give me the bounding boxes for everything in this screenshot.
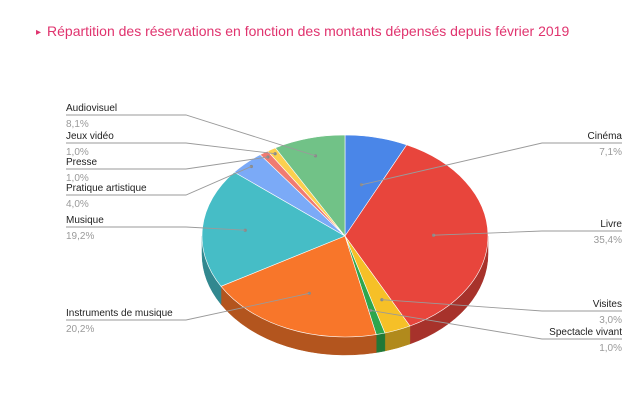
slice-value: 1,0%: [66, 147, 89, 158]
slice-label: Livre: [600, 219, 622, 230]
label-instruments-de-musique: Instruments de musique 20,2%: [66, 291, 311, 335]
slice-value: 1,0%: [599, 343, 622, 354]
leader-line: [66, 156, 269, 170]
label-musique: Musique 19,2%: [66, 215, 247, 242]
label-pratique-artistique: Pratique artistique 4,0%: [66, 164, 253, 210]
slice-audiovisuel: [274, 134, 346, 237]
slice-value: 35,4%: [594, 235, 622, 246]
slice-value: 3,0%: [599, 315, 622, 326]
leader-line: [381, 299, 622, 312]
slice-value: 20,2%: [66, 324, 94, 335]
slice-label: Spectacle vivant: [549, 327, 622, 338]
label-cinema: Cinéma 7,1%: [359, 131, 623, 187]
leader-line: [66, 166, 252, 196]
slice-label: Presse: [66, 157, 98, 168]
slice-label: Cinéma: [588, 131, 623, 142]
leader-line: [370, 309, 622, 340]
slice-label: Visites: [593, 299, 622, 310]
pie-top: [201, 134, 489, 338]
leader-line: [66, 142, 276, 155]
label-audiovisuel: Audiovisuel 8,1%: [66, 103, 318, 158]
slice-label: Musique: [66, 215, 104, 226]
side-spectacle-vivant: [375, 332, 386, 353]
label-presse: Presse 1,0%: [66, 155, 270, 184]
chart-title-text: Répartition des réservations en fonction…: [47, 23, 570, 39]
leader-line: [66, 292, 310, 321]
chart-title: ▸ Répartition des réservations en fonctio…: [36, 23, 569, 39]
slice-value: 1,0%: [66, 173, 89, 184]
slice-label: Pratique artistique: [66, 183, 147, 194]
leader-line: [66, 114, 316, 157]
title-marker-icon: ▸: [36, 27, 42, 38]
leader-line: [361, 142, 622, 186]
slice-label: Jeux vidéo: [66, 131, 114, 142]
leader-dot: [266, 155, 270, 159]
pie-labels: Cinéma 7,1% Livre 35,4% Visites 3,0%Spectacle…: [66, 103, 622, 354]
label-visites: Visites 3,0%: [380, 298, 622, 326]
slice-value: 7,1%: [599, 147, 622, 158]
slice-instruments-de-musique: [220, 235, 377, 338]
slice-label: Instruments de musique: [66, 308, 173, 319]
slice-value: 8,1%: [66, 119, 89, 130]
slice-value: 4,0%: [66, 199, 89, 210]
slice-value: 19,2%: [66, 231, 94, 242]
leader-line: [433, 230, 622, 236]
label-spectacle-vivant: Spectacle vivant 1,0%: [369, 308, 622, 354]
label-livre: Livre 35,4%: [432, 219, 622, 246]
slice-livre: [344, 144, 489, 327]
slice-label: Audiovisuel: [66, 103, 117, 114]
leader-line: [66, 226, 246, 231]
label-jeux-video: Jeux vidéo 1,0%: [66, 131, 277, 158]
